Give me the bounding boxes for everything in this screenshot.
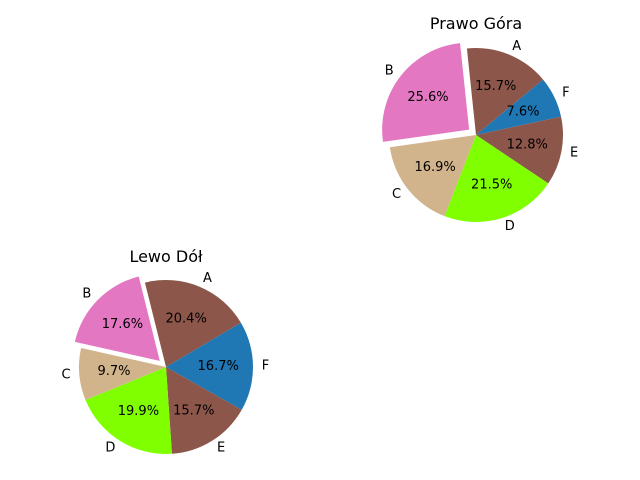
pie-slices — [382, 43, 563, 222]
pie-slice-c — [79, 347, 166, 400]
slice-percent-label: 20.4% — [166, 311, 207, 326]
slice-percent-label: 7.6% — [506, 105, 539, 120]
slice-percent-label: 16.7% — [198, 359, 239, 374]
slice-percent-label: 15.7% — [475, 79, 516, 94]
slice-category-label: E — [570, 145, 578, 160]
slice-percent-label: 9.7% — [97, 364, 130, 379]
slice-category-label: C — [62, 368, 71, 383]
chart-title: Prawo Góra — [430, 14, 522, 33]
slice-category-label: F — [262, 359, 269, 374]
pie-slice-e — [166, 367, 242, 454]
slice-category-label: A — [203, 271, 212, 286]
pie-slice-f — [476, 79, 562, 135]
pie-slice-b — [74, 276, 160, 361]
slice-category-label: D — [505, 219, 515, 234]
pie-slice-b — [382, 43, 470, 142]
pie-labels: 15.7% A 7.6% F 12.8% E 21.5% D 16.9% C 25.6% B — [385, 39, 578, 234]
slice-category-label: C — [392, 187, 401, 202]
pie-slice-e — [476, 116, 563, 184]
pie-slice-a — [466, 48, 544, 135]
pie-chart-bottom-left: Lewo Dół 20.4% A 16.7% F 15.7% E 19.9% D 9.7% C 17… — [62, 247, 270, 456]
slice-category-label: D — [105, 441, 115, 456]
slice-percent-label: 21.5% — [471, 177, 512, 192]
slice-percent-label: 12.8% — [507, 137, 548, 152]
pie-slice-f — [166, 322, 253, 410]
pie-labels: 20.4% A 16.7% F 15.7% E 19.9% D 9.7% C 17.6% B — [62, 271, 270, 456]
pie-slices — [74, 276, 253, 454]
slice-percent-label: 16.9% — [414, 160, 455, 175]
slice-category-label: B — [82, 287, 91, 302]
chart-title: Lewo Dół — [129, 247, 203, 266]
pie-chart-top-right: Prawo Góra 15.7% A 7.6% F 12.8% E 21.5% D 16.9% C… — [382, 14, 578, 234]
pie-slice-c — [389, 135, 476, 217]
slice-percent-label: 19.9% — [118, 404, 159, 419]
slice-percent-label: 17.6% — [102, 317, 143, 332]
slice-category-label: B — [385, 63, 394, 78]
slice-category-label: A — [512, 39, 521, 54]
slice-percent-label: 15.7% — [173, 404, 214, 419]
slice-category-label: E — [217, 440, 225, 455]
slice-category-label: F — [562, 86, 569, 101]
pie-slice-d — [444, 135, 549, 222]
pie-slice-a — [144, 279, 241, 367]
pie-slice-d — [85, 367, 172, 454]
slice-percent-label: 25.6% — [407, 90, 448, 105]
